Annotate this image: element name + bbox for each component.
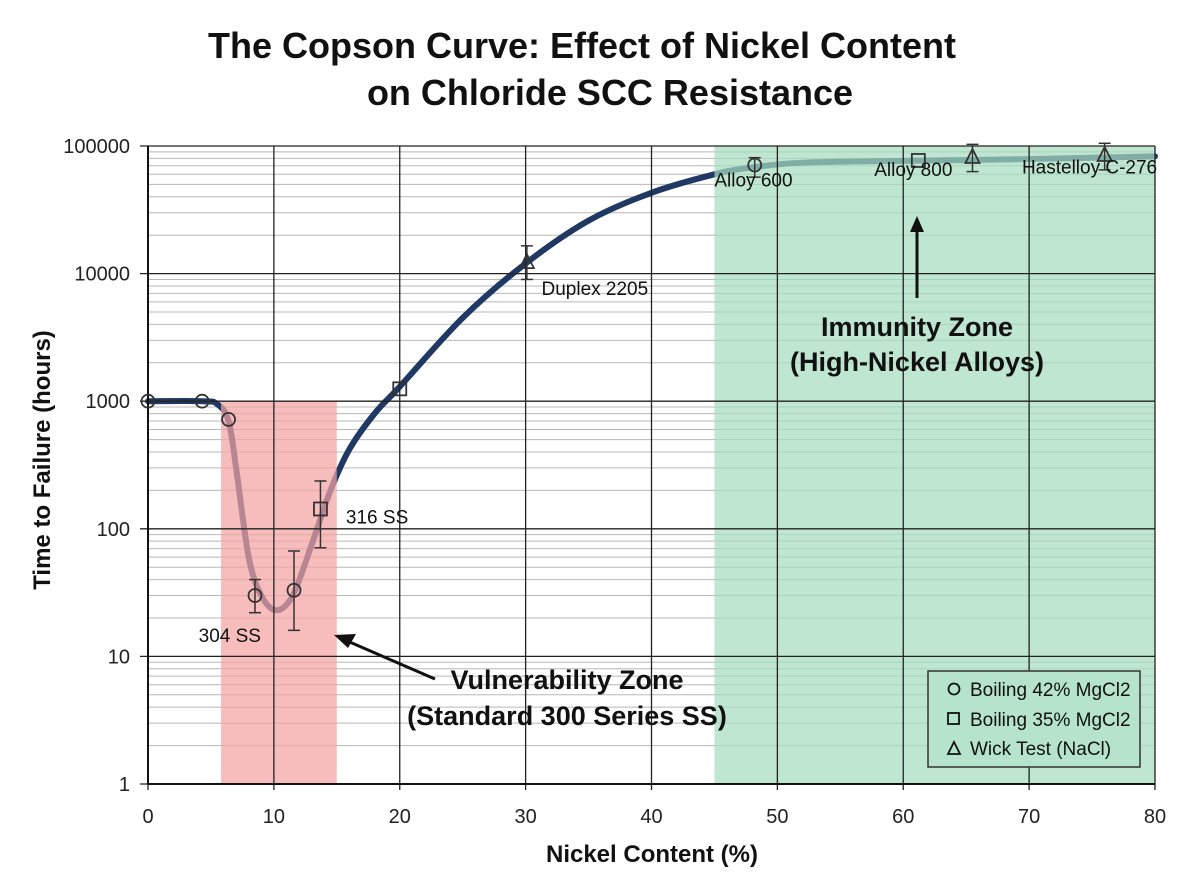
immunity-arrowhead [910,216,924,232]
circle-marker [194,393,210,409]
immunity-annotation: Immunity Zone (High-Nickel Alloys) [790,216,1044,377]
legend-entry-2: Boiling 35% MgCl2 [970,710,1131,731]
legend-circle-icon [947,682,961,696]
ticks-layer: 0 10 20 30 40 50 60 70 80 1 10 100 1000 10000 100000 [63,136,1166,828]
x-tick-label: 50 [766,806,788,828]
x-tick-label: 0 [142,806,153,828]
zones-layer [221,146,1155,784]
chart-title-line-1: The Copson Curve: Effect of Nickel Conte… [208,25,956,66]
y-tick-label: 1 [119,774,130,796]
vulnerability-arrowhead [334,634,356,648]
x-tick-label: 80 [1144,806,1166,828]
x-tick-label: 10 [263,806,285,828]
circle-marker [286,582,302,598]
legend-box [927,670,1141,768]
legend-triangle-icon [946,739,962,755]
x-axis-label: Nickel Content (%) [546,841,758,868]
x-tick-label: 70 [1018,806,1040,828]
markers-layer [140,142,1114,632]
x-tick-label: 20 [389,806,411,828]
immunity-zone-title: Immunity Zone [821,312,1013,342]
major-grid [140,145,1156,790]
point-label: 316 SS [346,508,408,529]
point-label: Alloy 800 [874,160,952,181]
vulnerability-annotation: Vulnerability Zone (Standard 300 Series … [334,634,727,731]
y-tick-label: 1000 [86,391,131,413]
triangle-marker [964,146,981,164]
y-tick-label: 10 [108,646,130,668]
x-tick-label: 60 [892,806,914,828]
vulnerability-arrow [344,638,436,681]
vulnerability-zone-shading [221,401,337,784]
legend: Boiling 42% MgCl2 Boiling 35% MgCl2 Wick… [927,670,1141,768]
chart-title-line-2: on Chloride SCC Resistance [367,72,853,113]
legend-entry-3: Wick Test (NaCl) [970,739,1111,760]
point-labels: 304 SS 316 SS Duplex 2205 Alloy 600 Alloy 80… [199,157,1157,646]
circle-marker [140,393,156,409]
triangle-marker [518,252,536,270]
point-label: 304 SS [199,626,261,647]
immunity-zone-subtitle: (High-Nickel Alloys) [790,347,1044,377]
circle-marker [247,588,263,603]
legend-square-icon [947,712,960,725]
y-axis-label: Time to Failure (hours) [29,330,56,590]
square-marker [910,153,926,168]
x-tick-label: 40 [640,806,662,828]
legend-entry-1: Boiling 42% MgCl2 [970,680,1131,701]
circle-marker [747,157,763,173]
triangle-marker [1096,144,1114,162]
point-label: Hastelloy C-276 [1022,157,1157,178]
point-label: Alloy 600 [714,171,792,192]
y-tick-label: 100 [97,519,130,541]
vulnerability-zone-title: Vulnerability Zone [450,665,683,695]
square-marker [392,381,408,397]
square-marker [313,501,328,517]
circle-marker [221,412,236,427]
y-tick-label: 10000 [74,264,130,286]
vulnerability-zone-subtitle: (Standard 300 Series SS) [407,701,727,731]
x-tick-label: 30 [515,806,537,828]
y-tick-label: 100000 [63,136,130,158]
point-label: Duplex 2205 [542,279,649,300]
